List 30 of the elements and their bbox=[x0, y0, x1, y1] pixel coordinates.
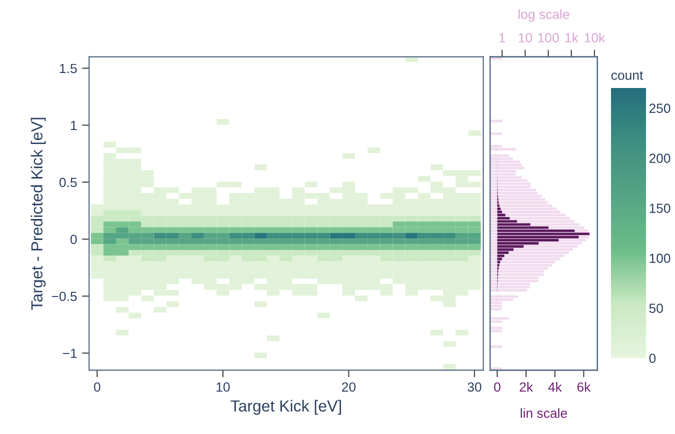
y-tick-label: 0 bbox=[70, 234, 77, 244]
color-bar-label: 250 bbox=[649, 104, 670, 114]
x-tick-label: 2k bbox=[520, 382, 534, 392]
y-tick-label: 1 bbox=[70, 120, 77, 130]
color-bar-title: count bbox=[611, 71, 644, 80]
color-bar-label: 0 bbox=[649, 354, 656, 363]
x-tick-label: 6k bbox=[577, 382, 591, 392]
x2-tick-label: 10k bbox=[584, 32, 606, 42]
x-tick-label: 30 bbox=[468, 382, 482, 392]
x2-tick-label: 1k bbox=[565, 32, 578, 42]
x-tick-label: 0 bbox=[94, 382, 100, 392]
color-bar-label: 200 bbox=[649, 154, 670, 163]
x2-tick-label: 1 bbox=[499, 33, 506, 42]
x-tick-label: 4k bbox=[548, 382, 562, 392]
y-tick-label: −1 bbox=[62, 348, 77, 358]
x2-tick-label: 100 bbox=[538, 33, 559, 42]
x-axis-title: Target Kick [eV] bbox=[230, 400, 341, 415]
x2-tick-label: 10 bbox=[518, 33, 532, 42]
x-axis-title: lin scale bbox=[520, 408, 567, 418]
y-tick-label: −0.5 bbox=[52, 292, 77, 302]
y-tick-label: 1.5 bbox=[60, 64, 77, 74]
color-bar-label: 150 bbox=[650, 204, 670, 213]
x-tick-label: 0 bbox=[494, 382, 500, 392]
y-axis-title: Target - Predicted Kick [eV] bbox=[30, 118, 46, 310]
color-bar-label: 50 bbox=[649, 304, 663, 313]
x-tick-label: 20 bbox=[342, 382, 356, 392]
x2-axis-title: log scale bbox=[518, 9, 570, 22]
x-tick-label: 10 bbox=[216, 382, 230, 392]
color-bar-label: 100 bbox=[650, 254, 670, 263]
y-tick-label: 0.5 bbox=[59, 178, 77, 188]
